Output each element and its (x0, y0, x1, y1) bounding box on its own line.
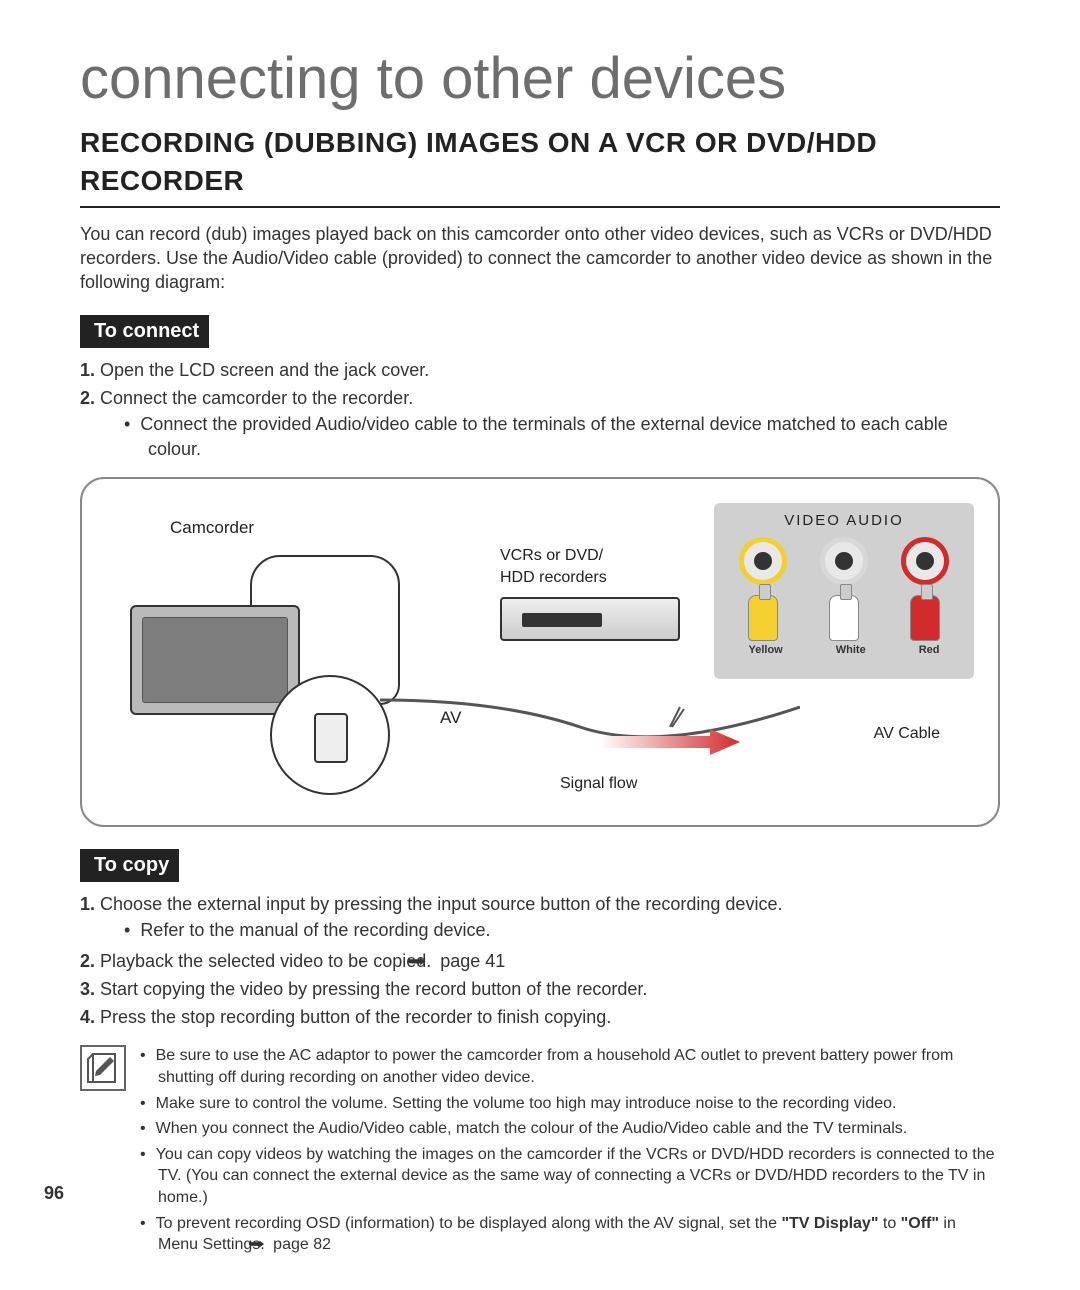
step-num: 2. (80, 388, 95, 408)
connect-step-1: 1. Open the LCD screen and the jack cove… (80, 358, 1000, 382)
jack-audio-white (820, 537, 868, 585)
plug-label-yellow: Yellow (749, 643, 783, 658)
plug-yellow (748, 595, 778, 641)
step-text: Playback the selected video to be copied… (100, 951, 436, 971)
signal-flow-arrow (600, 729, 740, 755)
step-num: 4. (80, 1007, 95, 1027)
connect-steps: 1. Open the LCD screen and the jack cove… (80, 358, 1000, 461)
step-num: 3. (80, 979, 95, 999)
note-5: To prevent recording OSD (information) t… (140, 1213, 1000, 1256)
page-title: connecting to other devices (80, 40, 1000, 118)
connect-substeps: Connect the provided Audio/video cable t… (148, 412, 1000, 461)
connect-step-2: 2. Connect the camcorder to the recorder… (80, 386, 1000, 461)
signal-flow-label: Signal flow (560, 773, 637, 795)
copy-sub-1: Refer to the manual of the recording dev… (148, 918, 1000, 942)
note-4: You can copy videos by watching the imag… (140, 1144, 1000, 1209)
copy-step-3: 3. Start copying the video by pressing t… (80, 977, 1000, 1001)
plug-red (910, 595, 940, 641)
to-copy-label: To copy (80, 849, 179, 882)
panel-header: VIDEO AUDIO (722, 511, 966, 531)
step-num: 1. (80, 360, 95, 380)
vcr-label: VCRs or DVD/ HDD recorders (500, 545, 607, 588)
intro-text: You can record (dub) images played back … (80, 222, 1000, 295)
camcorder-icon (120, 535, 420, 775)
jack-audio-red (901, 537, 949, 585)
copy-step-2: 2. Playback the selected video to be cop… (80, 949, 1000, 973)
page-ref: page 41 (440, 951, 505, 971)
plug-white (829, 595, 859, 641)
step-text: Press the stop recording button of the r… (100, 1007, 611, 1027)
note-icon (80, 1045, 126, 1091)
step-text: Connect the camcorder to the recorder. (100, 388, 413, 408)
jack-panel: VIDEO AUDIO Yellow White Red (714, 503, 974, 679)
copy-steps: 1. Choose the external input by pressing… (80, 892, 1000, 1029)
note-1: Be sure to use the AC adaptor to power t… (140, 1045, 1000, 1088)
av-cable-label: AV Cable (874, 723, 940, 745)
connect-sub-1: Connect the provided Audio/video cable t… (148, 412, 1000, 461)
page-ref: page 82 (273, 1236, 331, 1253)
step-text: Start copying the video by pressing the … (100, 979, 647, 999)
plug-label-red: Red (919, 643, 940, 658)
page-number: 96 (44, 1181, 64, 1205)
section-header: RECORDING (DUBBING) IMAGES ON A VCR OR D… (80, 124, 1000, 208)
step-text: Open the LCD screen and the jack cover. (100, 360, 429, 380)
note-3: When you connect the Audio/Video cable, … (140, 1118, 1000, 1140)
copy-step-4: 4. Press the stop recording button of th… (80, 1005, 1000, 1029)
step-num: 2. (80, 951, 95, 971)
notes-list: Be sure to use the AC adaptor to power t… (140, 1045, 1000, 1259)
notes-section: Be sure to use the AC adaptor to power t… (80, 1045, 1000, 1259)
to-connect-label: To connect (80, 315, 209, 348)
note-2: Make sure to control the volume. Setting… (140, 1093, 1000, 1115)
step-num: 1. (80, 894, 95, 914)
jack-video-yellow (739, 537, 787, 585)
step-text: Choose the external input by pressing th… (100, 894, 782, 914)
plug-label-white: White (836, 643, 866, 658)
copy-step-1: 1. Choose the external input by pressing… (80, 892, 1000, 943)
copy-substeps: Refer to the manual of the recording dev… (148, 918, 1000, 942)
connection-diagram: Camcorder VCRs or DVD/ HDD recorders VID… (80, 477, 1000, 827)
vcr-icon (500, 597, 680, 641)
